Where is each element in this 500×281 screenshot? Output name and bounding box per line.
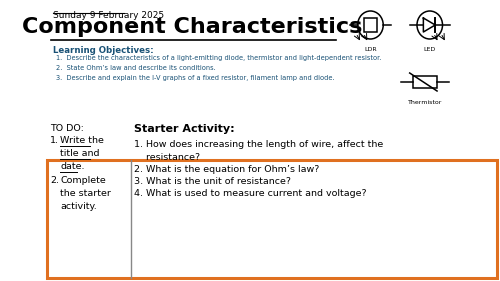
Text: 3.  Describe and explain the I-V graphs of a fixed resistor, filament lamp and d: 3. Describe and explain the I-V graphs o… bbox=[56, 75, 334, 81]
Text: 4. What is used to measure current and voltage?: 4. What is used to measure current and v… bbox=[134, 189, 367, 198]
Bar bbox=[414, 76, 437, 88]
Text: LED: LED bbox=[424, 47, 436, 52]
Text: 2. What is the equation for Ohm’s law?: 2. What is the equation for Ohm’s law? bbox=[134, 165, 320, 174]
Text: title and: title and bbox=[60, 149, 100, 158]
Text: Sunday 9 February 2025: Sunday 9 February 2025 bbox=[53, 11, 164, 20]
Bar bbox=[364, 18, 377, 32]
Text: 2.: 2. bbox=[50, 176, 59, 185]
Text: Write the: Write the bbox=[60, 136, 104, 145]
Text: 1. How does increasing the length of wire, affect the: 1. How does increasing the length of wir… bbox=[134, 140, 384, 149]
Text: activity.: activity. bbox=[60, 202, 97, 211]
Text: 1.: 1. bbox=[50, 136, 59, 145]
Text: the starter: the starter bbox=[60, 189, 111, 198]
Text: 3. What is the unit of resistance?: 3. What is the unit of resistance? bbox=[134, 177, 291, 186]
Text: TO DO:: TO DO: bbox=[50, 124, 84, 133]
Text: 2.  State Ohm’s law and describe its conditions.: 2. State Ohm’s law and describe its cond… bbox=[56, 65, 216, 71]
Text: Starter Activity:: Starter Activity: bbox=[134, 124, 235, 134]
Text: date.: date. bbox=[60, 162, 85, 171]
Text: resistance?: resistance? bbox=[134, 153, 200, 162]
Text: Component Characteristics: Component Characteristics bbox=[22, 17, 363, 37]
Bar bbox=[46, 160, 498, 278]
Text: Learning Objectives:: Learning Objectives: bbox=[53, 46, 154, 55]
Text: Complete: Complete bbox=[60, 176, 106, 185]
Text: 1.  Describe the characteristics of a light-emitting diode, thermistor and light: 1. Describe the characteristics of a lig… bbox=[56, 55, 381, 61]
Text: LDR: LDR bbox=[364, 47, 377, 52]
Text: Thermistor: Thermistor bbox=[408, 100, 442, 105]
